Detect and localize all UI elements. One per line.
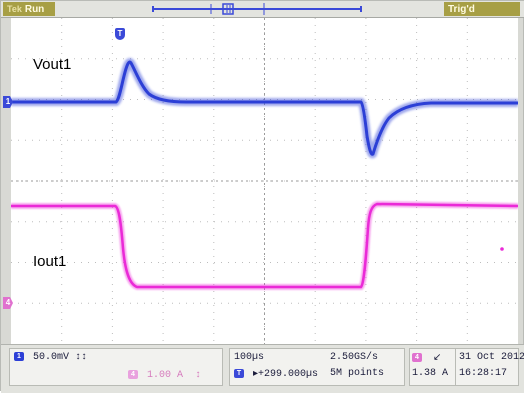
- ch1-bandwidth-icon: ↕↕: [75, 352, 88, 364]
- channel-4-ground-marker[interactable]: 4: [3, 297, 13, 309]
- trigger-level: 1.38 A: [412, 368, 449, 379]
- position-badge: T: [234, 368, 244, 378]
- datetime-readout: 31 Oct 2012 16:28:17: [455, 348, 524, 386]
- date: 31 Oct 2012: [459, 352, 524, 363]
- ch4-waveform: [11, 202, 518, 289]
- waveform-display[interactable]: Vout1 Iout1 T: [11, 18, 518, 344]
- ch1-scale: 50.0mV: [33, 352, 70, 364]
- ch1-waveform: [11, 60, 518, 156]
- trigger-slope-icon: ↙: [433, 353, 442, 364]
- time: 16:28:17: [459, 368, 508, 379]
- status-bar: Tek Run Trig'd: [1, 1, 524, 18]
- graticule: [11, 18, 518, 344]
- timebase: 100µs: [234, 352, 265, 363]
- ch4-overflow-dot: [500, 247, 504, 251]
- ch4-scale: 1.00 A: [147, 370, 184, 382]
- ch1-badge: 1: [14, 352, 24, 361]
- trigger-position-marker[interactable]: T: [115, 28, 125, 40]
- trigger-state-label: Trig'd: [448, 3, 475, 15]
- ch4-badge: 4: [128, 370, 138, 379]
- ch4-trace-label: Iout1: [33, 253, 67, 270]
- horizontal-position: ▸+299.000µs: [253, 369, 319, 380]
- trigger-status[interactable]: Trig'd: [444, 2, 520, 16]
- trigger-source-badge: 4: [412, 352, 422, 362]
- brand-logo: Tek: [7, 4, 22, 14]
- readout-bar: 1 50.0mV ↕↕ 4 1.00 A ↕ 100µs T ▸+299.000…: [1, 344, 524, 393]
- channel-readout[interactable]: 1 50.0mV ↕↕ 4 1.00 A ↕: [9, 348, 223, 386]
- sample-rate: 2.50GS/s: [330, 352, 379, 363]
- horizontal-readout[interactable]: 100µs T ▸+299.000µs 2.50GS/s 5M points: [229, 348, 405, 386]
- run-state-label: Run: [24, 3, 45, 15]
- trigger-readout[interactable]: 4 ↙ 1.38 A: [409, 348, 455, 386]
- record-length: 5M points: [330, 368, 385, 379]
- ch1-marker-label: 1: [5, 97, 11, 106]
- ch1-trace-label: Vout1: [33, 56, 72, 73]
- channel-1-ground-marker[interactable]: 1: [3, 96, 13, 108]
- ch4-marker-label: 4: [5, 298, 11, 307]
- trigger-marker-label: T: [117, 29, 123, 38]
- ch4-bandwidth-icon: ↕: [195, 370, 202, 382]
- run-status[interactable]: Tek Run: [3, 2, 55, 16]
